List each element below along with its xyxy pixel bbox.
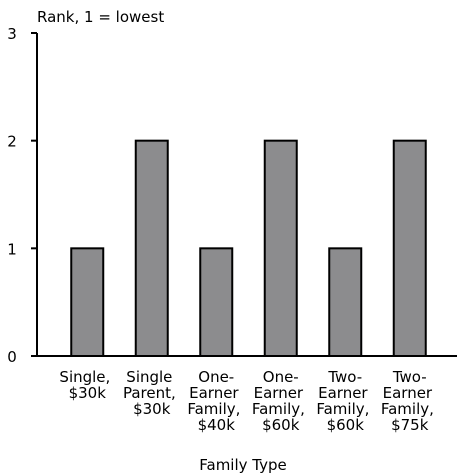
x-tick-label: Two-Earner Family, $60k [316,368,374,434]
y-tick-label: 0 [7,348,17,366]
bar [328,247,363,357]
x-tick-label: One-Earner Family, $40k [187,368,245,434]
bar [134,139,169,357]
x-tick-label: Single, $30k [59,368,115,402]
y-tick-label: 2 [7,133,17,151]
x-tick-label: Two-Earner Family, $75k [381,368,439,434]
bar [263,139,298,357]
y-tick-label: 1 [7,240,17,258]
bar [392,139,427,357]
bar [70,247,105,357]
y-tick-label: 3 [7,25,17,43]
x-axis-title: Family Type [199,456,287,474]
bar [199,247,234,357]
y-axis-title: Rank, 1 = lowest [37,8,164,26]
x-tick-label: One-Earner Family, $60k [252,368,310,434]
x-tick-label: Single Parent, $30k [123,368,181,418]
